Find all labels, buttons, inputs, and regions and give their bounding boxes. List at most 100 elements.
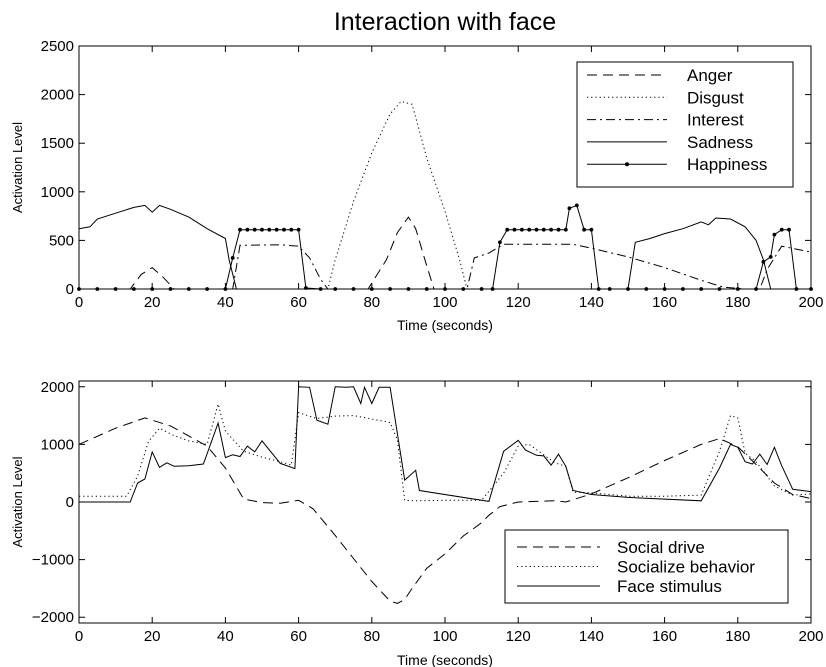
c1-series-point-happiness-43: [582, 227, 586, 232]
c1-legend-label-sadness: Sadness: [687, 133, 753, 152]
c1-xtick-label-180: 180: [725, 294, 750, 311]
c1-ytick-label-1000: 1000: [41, 184, 74, 201]
c1-series-point-happiness-8: [223, 287, 228, 291]
c2-ytick-label-1000: −1000: [32, 552, 74, 569]
c2-xtick-label-100: 100: [432, 628, 457, 645]
c1-series-point-happiness-19: [304, 286, 308, 290]
c1-series-point-happiness-20: [318, 287, 323, 291]
c2-xtick-label-40: 40: [217, 628, 234, 645]
c1-series-point-happiness-24: [388, 287, 392, 291]
c1-legend-label-anger: Anger: [687, 66, 733, 85]
c1-ytick-label-500: 500: [49, 232, 74, 249]
c1-series-point-happiness-22: [351, 287, 356, 291]
c1-series-point-happiness-16: [282, 227, 286, 232]
c1-series-point-happiness-55: [761, 259, 766, 264]
c1-series-point-happiness-25: [406, 287, 411, 291]
chart-emotions: 0 20 40 60 80 100 120 140 160 180 2000500100015002…: [10, 38, 824, 333]
c1-series-point-happiness-61: [809, 287, 813, 291]
c1-ytick-label-2500: 2500: [41, 38, 74, 55]
c1-ytick-label-1500: 1500: [41, 135, 74, 152]
c2-xtick-label-120: 120: [506, 628, 531, 645]
c1-series-point-happiness-45: [596, 287, 601, 291]
c1-series-point-happiness-15: [274, 227, 279, 232]
c1-series-point-happiness-57: [772, 232, 777, 237]
c1-series-point-happiness-12: [252, 227, 257, 232]
c1-series-point-happiness-6: [186, 287, 191, 291]
c1-series-point-happiness-31: [498, 240, 502, 245]
c2-legend-label-face-stimulus: Face stimulus: [617, 577, 722, 596]
c1-xtick-label-60: 60: [290, 294, 307, 311]
c1-xtick-label-200: 200: [798, 294, 823, 311]
c2-xtick-label-60: 60: [290, 628, 307, 645]
c2-legend-label-socialize-behavior: Socialize behavior: [617, 558, 755, 577]
c1-series-point-happiness-38: [549, 227, 553, 232]
c2-x-axis-label: Time (seconds): [397, 652, 493, 667]
c1-series-point-happiness-30: [490, 287, 495, 291]
c1-legend-label-interest: Interest: [687, 111, 744, 130]
c1-series-point-happiness-23: [369, 287, 374, 291]
c1-series-point-happiness-54: [754, 287, 758, 291]
c1-series-line-happiness: [79, 204, 811, 289]
c1-legend-label-disgust: Disgust: [687, 88, 744, 107]
c1-series-point-happiness-39: [556, 227, 561, 232]
c1-series-point-happiness-26: [424, 287, 429, 291]
c1-xtick-label-40: 40: [217, 294, 234, 311]
c2-ytick-label-2000: 2000: [41, 379, 74, 396]
c1-series-point-happiness-35: [527, 227, 532, 232]
c2-series-line-face-stimulus: [79, 385, 811, 503]
c2-series-line-socialize-behavior: [79, 402, 811, 502]
c1-series-point-happiness-41: [567, 206, 572, 211]
c1-series-point-happiness-18: [296, 227, 301, 232]
c1-series-point-happiness-60: [794, 287, 799, 291]
c1-xtick-label-20: 20: [144, 294, 161, 311]
c1-series-point-happiness-17: [289, 227, 294, 232]
c1-series-point-happiness-4: [150, 287, 155, 291]
c1-series-point-happiness-36: [534, 227, 539, 232]
c1-x-axis-label: Time (seconds): [397, 317, 493, 333]
c1-series-point-happiness-5: [168, 287, 173, 291]
c1-series-point-happiness-48: [644, 287, 649, 291]
c1-series-point-happiness-47: [626, 287, 630, 291]
c1-series-point-happiness-44: [589, 227, 594, 232]
c1-series-point-happiness-37: [541, 227, 546, 232]
c1-series-point-happiness-9: [230, 256, 235, 260]
c1-xtick-label-80: 80: [363, 294, 380, 311]
c1-series-point-happiness-10: [238, 227, 242, 232]
c1-legend-box: [576, 61, 794, 188]
c1-legend-marker-happiness: [625, 162, 629, 167]
c1-series-point-happiness-32: [505, 227, 510, 232]
c1-series-point-happiness-27: [443, 287, 447, 291]
c1-series-point-happiness-3: [132, 287, 136, 291]
c1-series-point-happiness-46: [607, 287, 612, 291]
c1-series-point-happiness-7: [205, 287, 210, 291]
c1-series-line-sadness: [79, 204, 811, 289]
c1-series-point-happiness-56: [768, 255, 773, 259]
c1-series-point-happiness-58: [779, 227, 784, 232]
c2-xtick-label-20: 20: [144, 628, 161, 645]
c2-ytick-label-1000: 1000: [41, 436, 74, 453]
c1-series-line-anger: [79, 216, 811, 289]
c1-series-point-happiness-59: [787, 227, 791, 232]
c1-series-point-happiness-21: [333, 287, 338, 291]
c2-legend-label-social-drive: Social drive: [617, 538, 705, 557]
c1-xtick-label-100: 100: [432, 294, 457, 311]
c1-series-point-happiness-0: [77, 287, 81, 291]
c1-series-point-happiness-51: [699, 287, 704, 291]
c2-xtick-label-80: 80: [363, 628, 380, 645]
c2-legend-box: [504, 529, 789, 604]
c1-series-point-happiness-14: [267, 227, 272, 232]
c1-xtick-label-160: 160: [652, 294, 677, 311]
c1-series-point-happiness-2: [113, 287, 118, 291]
c1-series-point-happiness-52: [717, 287, 722, 291]
c1-series-point-happiness-11: [245, 227, 250, 232]
c1-series-point-happiness-29: [479, 287, 484, 291]
c2-y-axis-label: Activation Level: [10, 456, 25, 547]
figure-title: Interaction with face: [334, 8, 556, 36]
c1-series-point-happiness-50: [681, 287, 685, 291]
c2-xtick-label-160: 160: [652, 628, 677, 645]
c1-series-point-happiness-42: [574, 203, 579, 208]
c2-ytick-label-0: 0: [66, 494, 74, 511]
c1-series-point-happiness-53: [735, 287, 740, 291]
c2-xtick-label-180: 180: [725, 628, 750, 645]
